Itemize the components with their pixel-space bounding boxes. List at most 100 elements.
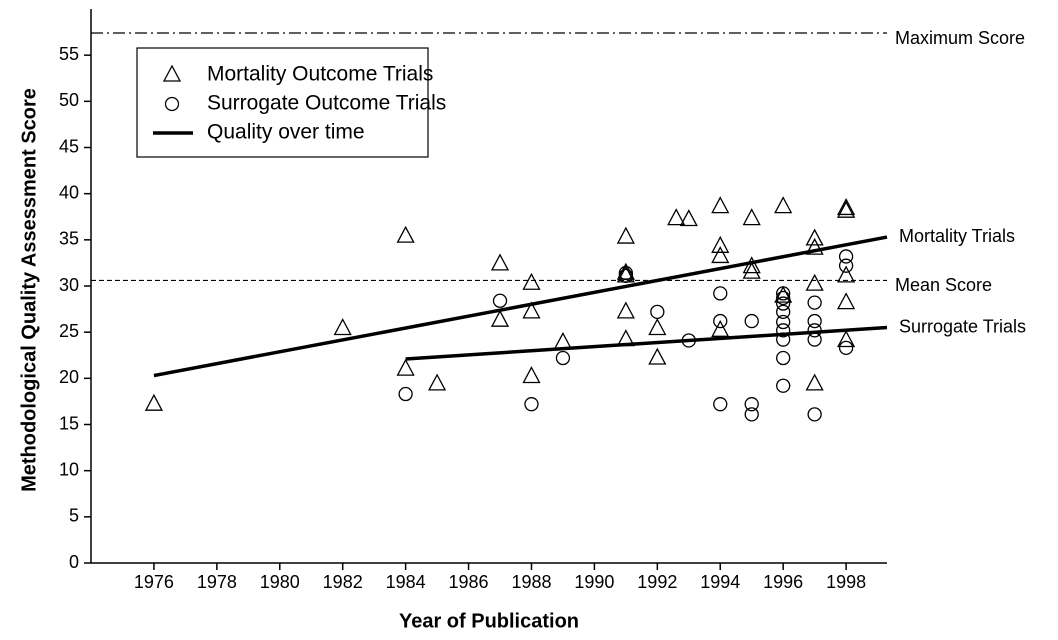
triangle-marker: [742, 256, 761, 274]
triangle-marker: [837, 200, 856, 218]
circle-marker: [776, 323, 791, 338]
triangle-marker: [774, 285, 793, 303]
y-tick-label: 35: [59, 229, 79, 249]
triangle-marker: [522, 366, 541, 384]
x-axis-title: Year of Publication: [399, 610, 579, 632]
x-tick-label: 1984: [386, 572, 426, 592]
circle-marker: [807, 407, 822, 422]
y-tick-label: 30: [59, 275, 79, 295]
triangle-marker: [162, 64, 182, 82]
triangle-marker: [711, 246, 730, 264]
triangle-marker: [553, 331, 573, 349]
circle-marker: [744, 313, 759, 329]
circle-marker: [838, 340, 854, 356]
circle-marker: [838, 258, 854, 273]
triangle-marker: [648, 347, 667, 365]
circle-marker: [807, 323, 822, 338]
triangle-marker: [616, 226, 635, 244]
circle-marker: [776, 378, 791, 393]
circle-marker: [776, 304, 791, 320]
circle-marker: [744, 407, 759, 422]
circle-marker: [650, 304, 665, 320]
triangle-marker: [490, 309, 510, 327]
triangle-marker: [333, 318, 352, 336]
circle-marker: [776, 296, 791, 311]
x-tick-label: 1982: [323, 572, 363, 592]
triangle-marker: [616, 329, 635, 347]
circle-marker: [524, 397, 539, 412]
legend-label: Mortality Outcome Trials: [207, 63, 433, 86]
triangle-marker: [837, 265, 856, 283]
triangle-marker: [428, 373, 447, 391]
circle-marker: [776, 332, 791, 347]
triangle-marker: [711, 319, 730, 337]
circle-marker: [807, 313, 822, 329]
triangle-marker: [616, 301, 635, 319]
circle-marker: [713, 397, 728, 412]
triangle-marker: [522, 301, 541, 319]
y-tick-label: 45: [59, 136, 79, 156]
x-tick-label: 1976: [134, 572, 174, 592]
reference-label: Maximum Score: [895, 28, 1025, 48]
legend-label: Quality over time: [207, 121, 365, 144]
circle-marker: [776, 350, 791, 366]
circle-marker: [713, 286, 728, 301]
circle-marker: [681, 333, 696, 348]
trend-line: [153, 235, 888, 378]
triangle-marker: [805, 237, 824, 255]
y-tick-label: 50: [59, 90, 79, 110]
triangle-marker: [144, 393, 164, 411]
triangle-marker: [774, 196, 793, 214]
x-tick-label: 1998: [826, 572, 866, 592]
circle-marker: [838, 249, 854, 264]
y-tick-label: 15: [59, 413, 79, 433]
circle-marker: [776, 286, 791, 301]
circle-marker: [776, 314, 791, 330]
circle-marker: [618, 268, 634, 283]
x-tick-label: 1978: [197, 572, 237, 592]
x-tick-label: 1996: [763, 572, 803, 592]
triangle-marker: [667, 208, 686, 226]
y-tick-label: 55: [59, 44, 79, 64]
circle-marker: [807, 295, 822, 310]
y-tick-label: 0: [69, 552, 79, 572]
triangle-marker: [679, 209, 698, 227]
triangle-marker: [805, 273, 824, 291]
circle-marker: [744, 397, 759, 412]
trend-label: Surrogate Trials: [899, 316, 1026, 336]
trend-line: [405, 325, 888, 361]
triangle-marker: [490, 253, 510, 271]
x-tick-label: 1994: [700, 572, 740, 592]
legend: Mortality Outcome Trials Surrogate Outcom…: [136, 47, 446, 158]
triangle-marker: [837, 292, 856, 310]
triangle-marker: [648, 318, 667, 336]
circle-marker: [492, 293, 508, 308]
triangle-marker: [837, 198, 856, 216]
circle-marker: [713, 313, 728, 329]
triangle-marker: [396, 358, 415, 376]
circle-marker: [807, 332, 822, 347]
y-tick-label: 10: [59, 459, 79, 479]
triangle-marker: [522, 272, 541, 290]
x-tick-label: 1992: [637, 572, 677, 592]
triangle-marker: [805, 373, 824, 391]
x-tick-label: 1988: [511, 572, 551, 592]
triangle-marker: [711, 235, 730, 253]
circle-marker: [555, 350, 571, 366]
y-tick-label: 40: [59, 182, 79, 202]
y-tick-label: 5: [69, 506, 79, 526]
circle-marker: [164, 96, 180, 112]
trend-label: Mortality Trials: [899, 226, 1015, 246]
reference-label: Mean Score: [895, 275, 992, 295]
circle-marker: [398, 386, 413, 402]
legend-box: [136, 47, 429, 158]
triangle-marker: [711, 196, 730, 214]
triangle-marker: [837, 330, 856, 348]
triangle-marker: [742, 261, 761, 279]
legend-label: Surrogate Outcome Trials: [207, 92, 446, 115]
triangle-marker: [742, 208, 761, 226]
x-tick-label: 1986: [449, 572, 489, 592]
x-tick-label: 1990: [574, 572, 614, 592]
x-tick-label: 1980: [260, 572, 300, 592]
